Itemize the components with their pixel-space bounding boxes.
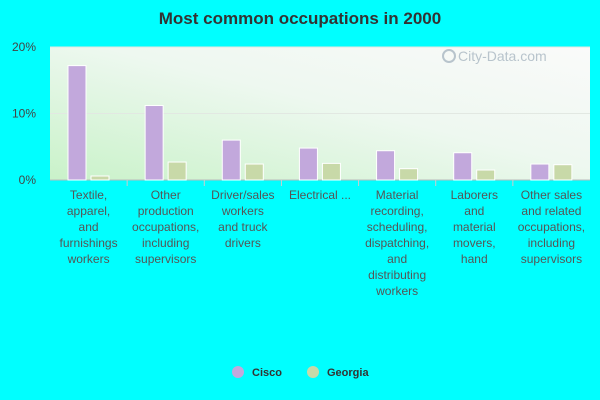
bar-cisco[interactable]	[221, 139, 241, 181]
legend-swatch-cisco	[232, 366, 244, 378]
x-tick-label: Electrical ...	[289, 188, 351, 202]
chart-title: Most common occupations in 2000	[159, 9, 441, 28]
y-tick-label: 20%	[12, 40, 36, 54]
x-tick-label-line: supervisors	[521, 252, 582, 266]
x-tick-label-line: occupations,	[518, 220, 585, 234]
x-tick-label-line: and related	[521, 204, 581, 218]
bar-georgia[interactable]	[553, 164, 573, 181]
x-tick-label-line: workers	[221, 204, 264, 218]
x-tick-label-line: Other	[151, 188, 181, 202]
x-tick-label-line: workers	[67, 252, 110, 266]
x-tick-label-line: apparel,	[67, 204, 110, 218]
x-tick-label-line: occupations,	[132, 220, 199, 234]
legend: Cisco Georgia	[232, 366, 369, 379]
bar-georgia[interactable]	[399, 168, 419, 181]
x-tick-label-line: and truck	[218, 220, 268, 234]
x-tick-label-line: hand	[461, 252, 488, 266]
x-tick-label-line: distributing	[368, 268, 426, 282]
x-tick-label: Other sales and related occupations, includ…	[518, 188, 585, 266]
bar-cisco[interactable]	[144, 105, 164, 181]
x-tick-label: Other production occupations, including supe…	[132, 188, 199, 266]
x-tick-label-line: and	[79, 220, 99, 234]
x-tick-label-line: and	[464, 204, 484, 218]
x-tick-label-line: workers	[375, 284, 418, 298]
x-tick-label-line: and	[387, 252, 407, 266]
x-tick-label-line: furnishings	[60, 236, 118, 250]
y-tick-label: 10%	[12, 107, 36, 121]
x-tick-label-line: movers,	[453, 236, 496, 250]
x-tick-label-line: Laborers	[451, 188, 498, 202]
bar-cisco[interactable]	[453, 152, 473, 181]
gridlines	[50, 46, 590, 114]
legend-label-cisco: Cisco	[252, 367, 282, 379]
bar-cisco[interactable]	[298, 147, 318, 181]
y-tick-label: 0%	[19, 173, 37, 187]
x-tick-label-line: material	[453, 220, 496, 234]
x-tick-label-line: scheduling,	[367, 220, 428, 234]
x-tick-label-line: Other sales	[521, 188, 582, 202]
watermark-icon	[442, 49, 456, 63]
x-axis: Textile, apparel, and furnishings workers Oth…	[60, 180, 585, 298]
x-tick-label: Material recording, scheduling, dispatching…	[365, 188, 429, 298]
x-tick-label-line: drivers	[225, 236, 261, 250]
bar-cisco[interactable]	[376, 150, 396, 181]
x-tick-label-line: including	[528, 236, 575, 250]
bar-georgia[interactable]	[321, 162, 341, 181]
x-tick-label: Driver/sales workers and truck drivers	[211, 188, 274, 250]
x-tick-label-line: Electrical ...	[289, 188, 351, 202]
bar-cisco[interactable]	[530, 163, 550, 181]
legend-swatch-georgia	[307, 366, 319, 378]
x-tick-label-line: Textile,	[70, 188, 107, 202]
x-tick-label: Textile, apparel, and furnishings workers	[60, 188, 118, 266]
x-tick-label: Laborers and material movers, hand	[451, 188, 498, 266]
x-tick-label-line: Driver/sales	[211, 188, 274, 202]
x-tick-label-line: production	[138, 204, 194, 218]
watermark: City-Data.com	[442, 48, 547, 64]
bar-cisco[interactable]	[67, 65, 87, 181]
bar-georgia[interactable]	[244, 163, 264, 181]
bar-georgia[interactable]	[167, 161, 187, 181]
y-axis: 0% 10% 20%	[12, 40, 590, 187]
bar-georgia[interactable]	[90, 175, 110, 181]
bar-georgia[interactable]	[476, 169, 496, 181]
legend-label-georgia: Georgia	[327, 367, 369, 379]
x-tick-label-line: supervisors	[135, 252, 196, 266]
watermark-text: City-Data.com	[458, 48, 547, 64]
bars	[67, 65, 573, 181]
x-tick-label-line: dispatching,	[365, 236, 429, 250]
x-tick-label-line: Material	[376, 188, 419, 202]
x-tick-label-line: including	[142, 236, 189, 250]
x-tick-label-line: recording,	[370, 204, 423, 218]
